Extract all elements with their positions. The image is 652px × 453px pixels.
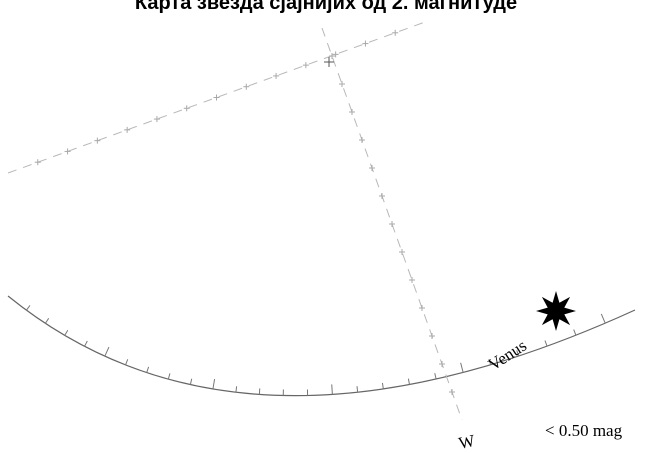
grid-crosses	[34, 29, 455, 395]
grid-line-meridian	[7, 21, 426, 174]
horizon-tick	[84, 340, 88, 347]
horizon-tick	[44, 318, 50, 324]
horizon-tick	[26, 305, 31, 311]
zenith-mark	[324, 57, 334, 67]
horizon-tick	[516, 350, 520, 357]
horizon-tick	[573, 329, 577, 336]
horizon-tick	[167, 373, 171, 380]
horizon-tick	[600, 313, 606, 324]
magnitude-limit-label: < 0.50 mag	[545, 421, 623, 440]
horizon-tick	[434, 373, 437, 380]
direction-label-w: W	[457, 431, 478, 453]
horizon-tick	[235, 386, 238, 393]
horizon-tick	[544, 340, 548, 347]
horizon-tick	[488, 358, 492, 365]
horizon-tick	[189, 378, 193, 385]
map-title: Карта звезда сјајнијих од 2. магнитуде	[134, 0, 518, 14]
star-burst-icon	[536, 291, 576, 331]
horizon-tick	[212, 379, 216, 390]
horizon-tick	[407, 378, 410, 385]
horizon-tick	[64, 329, 69, 336]
horizon-tick	[460, 362, 464, 373]
horizon-tick	[356, 386, 359, 393]
horizon-tick	[381, 382, 384, 389]
horizon-tick	[104, 346, 110, 357]
horizon-ticks	[26, 305, 606, 396]
horizon-tick	[331, 384, 333, 395]
horizon-tick	[125, 359, 129, 366]
horizon-tick	[146, 366, 150, 373]
object-label-venus: Venus	[485, 336, 530, 375]
